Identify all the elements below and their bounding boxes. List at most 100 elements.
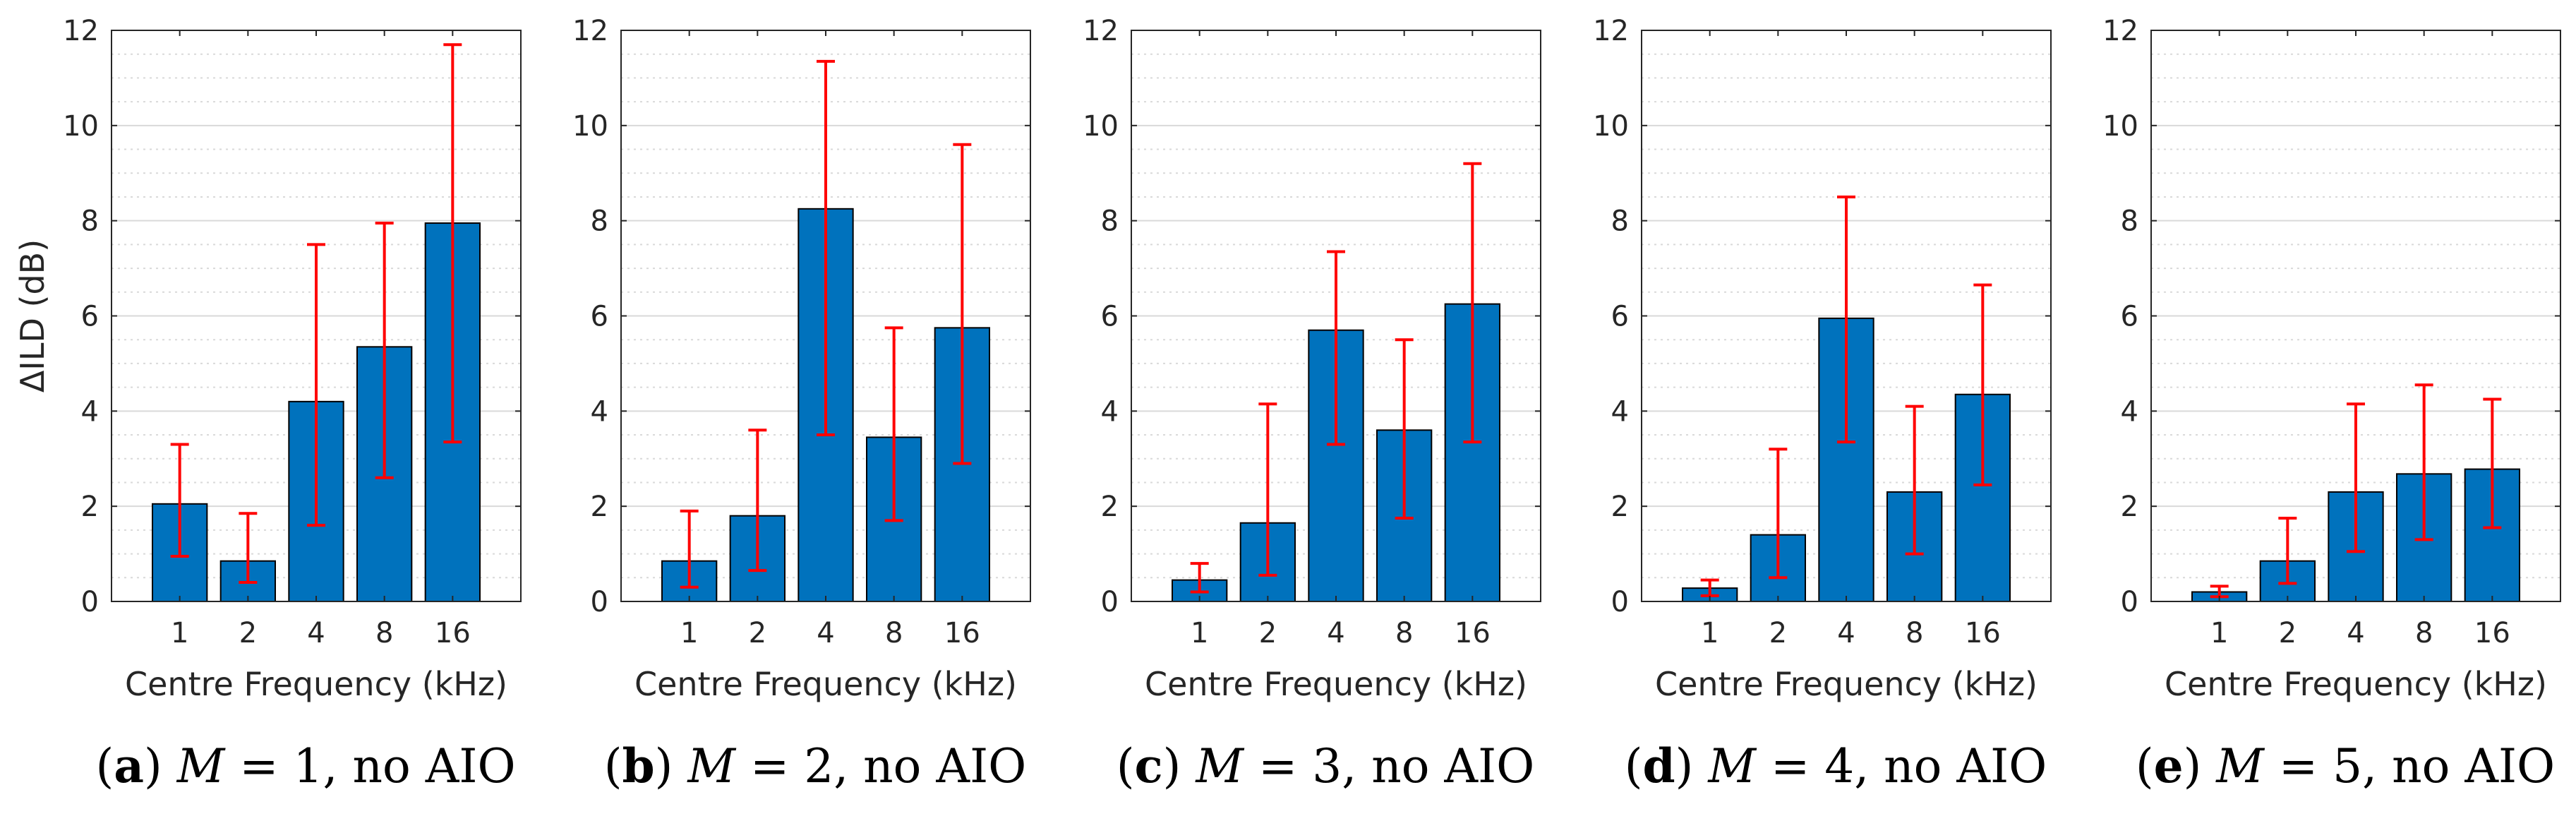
caption-rest: = 5, no AIO	[2264, 739, 2555, 793]
errorbar-4khz	[2347, 402, 2365, 553]
caption-letter: (	[95, 739, 114, 793]
errorbar-8khz	[2414, 383, 2433, 541]
ytick-label: 8	[81, 205, 99, 238]
ytick-label: 6	[1611, 301, 1629, 333]
ytick-label: 2	[2121, 491, 2138, 523]
subfigure-caption: (b) M = 2, no AIO	[604, 738, 1027, 793]
ytick-label: 10	[2102, 110, 2138, 143]
caption-letter-close: )	[144, 739, 177, 793]
ytick-label: 8	[2121, 205, 2138, 238]
ytick-label: 2	[81, 491, 99, 523]
caption-variable: M	[1707, 739, 1757, 793]
xtick-label: 16	[944, 617, 980, 649]
ytick-label: 0	[1611, 586, 1629, 618]
x-axis-label: Centre Frequency (kHz)	[1145, 665, 1527, 703]
caption-letter-bold: c	[1134, 738, 1162, 793]
x-axis-label: Centre Frequency (kHz)	[2165, 665, 2547, 703]
caption-rest: = 4, no AIO	[1756, 739, 2047, 793]
caption-letter: (	[2136, 739, 2154, 793]
errorbar-2khz	[1258, 402, 1277, 577]
xtick-label: 8	[1395, 617, 1413, 649]
xtick-label: 2	[1259, 617, 1277, 649]
ytick-label: 6	[1101, 301, 1119, 333]
y-axis-label: ΔILD (dB)	[13, 239, 52, 392]
caption-letter-close: )	[2184, 739, 2217, 793]
errorbar-2khz	[239, 512, 258, 585]
xtick-label: 1	[1191, 617, 1208, 649]
errorbar-16khz	[1973, 283, 1992, 486]
ytick-label: 6	[81, 301, 99, 333]
ytick-label: 10	[572, 110, 608, 143]
ytick-label: 12	[572, 15, 608, 47]
ytick-label: 0	[1101, 586, 1119, 618]
ytick-label: 0	[81, 586, 99, 618]
ytick-label: 10	[1083, 110, 1119, 143]
errorbar-2khz	[748, 429, 767, 573]
ytick-label: 2	[1611, 491, 1629, 523]
xtick-label: 8	[1906, 617, 1923, 649]
xtick-label: 1	[2210, 617, 2228, 649]
caption-letter-bold: b	[622, 738, 654, 793]
xtick-label: 4	[307, 617, 325, 649]
xtick-label: 16	[1455, 617, 1491, 649]
ytick-label: 12	[2102, 15, 2138, 47]
ytick-label: 12	[1593, 15, 1629, 47]
xtick-label: 4	[2347, 617, 2364, 649]
ytick-label: 4	[2121, 395, 2138, 428]
xtick-label: 4	[817, 617, 834, 649]
errorbar-4khz	[1327, 250, 1345, 446]
errorbar-8khz	[375, 222, 394, 479]
caption-letter-close: )	[1163, 739, 1196, 793]
xtick-label: 1	[680, 617, 698, 649]
subfigure-caption: (c) M = 3, no AIO	[1117, 738, 1535, 793]
ytick-label: 2	[1101, 491, 1119, 523]
caption-letter-close: )	[1675, 739, 1709, 793]
errorbar-1khz	[1190, 562, 1209, 594]
ytick-label: 4	[591, 395, 608, 428]
ytick-label: 4	[81, 395, 99, 428]
errorbar-8khz	[884, 326, 903, 522]
caption-letter: (	[1117, 739, 1135, 793]
xtick-label: 8	[2415, 617, 2433, 649]
ytick-label: 6	[591, 301, 608, 333]
xtick-label: 1	[171, 617, 188, 649]
errorbar-4khz	[1837, 195, 1855, 444]
errorbar-16khz	[443, 43, 462, 444]
caption-letter-bold: a	[114, 738, 144, 793]
errorbar-4khz	[307, 243, 325, 527]
xtick-label: 16	[2474, 617, 2510, 649]
ytick-label: 12	[1083, 15, 1119, 47]
ytick-label: 4	[1101, 395, 1119, 428]
errorbar-16khz	[2483, 397, 2502, 529]
caption-letter-close: )	[655, 739, 688, 793]
x-axis-label: Centre Frequency (kHz)	[1655, 665, 2038, 703]
xtick-label: 8	[885, 617, 903, 649]
errorbar-1khz	[1700, 578, 1719, 597]
errorbar-8khz	[1905, 404, 1924, 556]
caption-rest: = 1, no AIO	[224, 739, 515, 793]
ytick-label: 0	[2121, 586, 2138, 618]
ytick-label: 10	[1593, 110, 1629, 143]
subfigure-caption: (a) M = 1, no AIO	[95, 738, 515, 793]
errorbar-2khz	[2278, 517, 2297, 585]
errorbar-1khz	[170, 443, 189, 558]
ytick-label: 8	[591, 205, 608, 238]
caption-letter: (	[604, 739, 622, 793]
caption-letter-bold: e	[2154, 738, 2184, 793]
xtick-label: 2	[2279, 617, 2297, 649]
ytick-label: 4	[1611, 395, 1629, 428]
errorbar-1khz	[680, 509, 699, 589]
x-axis-label: Centre Frequency (kHz)	[125, 665, 507, 703]
caption-variable: M	[2215, 739, 2265, 793]
errorbar-8khz	[1395, 338, 1414, 520]
caption-variable: M	[687, 739, 736, 793]
caption-rest: = 3, no AIO	[1244, 739, 1534, 793]
subfigure-caption: (e) M = 5, no AIO	[2136, 738, 2555, 793]
xtick-label: 2	[239, 617, 257, 649]
ytick-label: 8	[1611, 205, 1629, 238]
